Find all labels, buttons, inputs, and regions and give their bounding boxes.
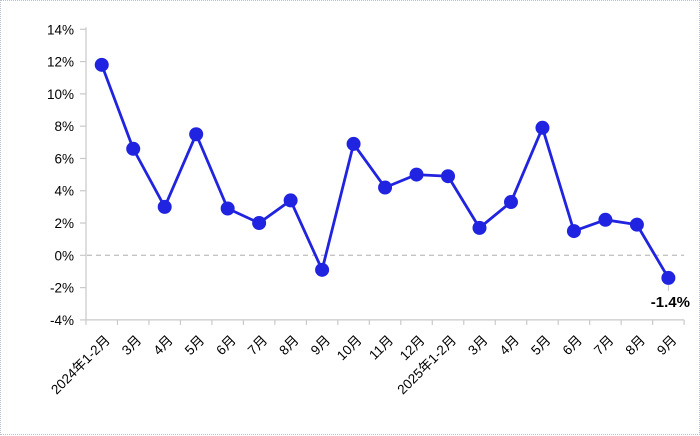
x-tick-label: 9月 [308, 333, 333, 358]
data-point-marker [661, 270, 676, 285]
y-tick-label: -4% [50, 313, 74, 328]
y-tick-label: 2% [54, 216, 74, 231]
x-tick-label: 11月 [366, 333, 396, 363]
x-tick-label: 3月 [119, 333, 144, 358]
data-point-marker [503, 195, 518, 210]
y-tick-label: 14% [47, 22, 74, 37]
y-tick-label: 6% [54, 151, 74, 166]
x-tick-label: 8月 [623, 333, 648, 358]
data-point-marker [157, 199, 172, 214]
data-line [100, 63, 670, 280]
y-tick-label: -2% [50, 281, 74, 296]
data-point-marker [283, 193, 298, 208]
x-tick-label: 4月 [497, 333, 522, 358]
x-tick-label: 7月 [591, 333, 616, 358]
data-point-marker [629, 217, 644, 232]
data-point-marker [220, 201, 235, 216]
data-point-marker [409, 167, 424, 182]
data-point-marker [252, 216, 267, 231]
y-tick-label: 12% [47, 55, 74, 70]
data-point-marker [441, 169, 456, 184]
x-tick-label: 6月 [213, 333, 238, 358]
data-point-marker [566, 224, 581, 239]
x-tick-label: 4月 [150, 333, 175, 358]
data-point-marker [346, 136, 361, 151]
x-tick-label: 3月 [465, 333, 490, 358]
x-tick-label: 8月 [276, 333, 301, 358]
x-tick-label: 6月 [560, 333, 585, 358]
data-point-marker [189, 127, 204, 142]
y-tick-label: 4% [54, 184, 74, 199]
x-tick-label: 9月 [654, 333, 679, 358]
x-tick-label: 5月 [528, 333, 553, 358]
x-tick-label: 2024年1-2月 [48, 333, 113, 398]
data-point-marker [94, 57, 109, 72]
data-point-marker [598, 212, 613, 227]
y-tick-label: 8% [54, 119, 74, 134]
data-point-marker [126, 141, 141, 156]
data-point-marker [535, 120, 550, 135]
data-point-marker [315, 262, 330, 277]
y-tick-label: 10% [47, 87, 74, 102]
x-tick-label: 5月 [182, 333, 207, 358]
data-label-annotation: -1.4% [651, 294, 690, 311]
y-tick-label: 0% [54, 248, 74, 263]
x-tick-label: 2025年1-2月 [394, 333, 459, 398]
x-tick-label: 7月 [245, 333, 270, 358]
data-point-marker [378, 180, 393, 195]
x-tick-label: 10月 [334, 333, 365, 364]
data-point-marker [472, 220, 487, 235]
